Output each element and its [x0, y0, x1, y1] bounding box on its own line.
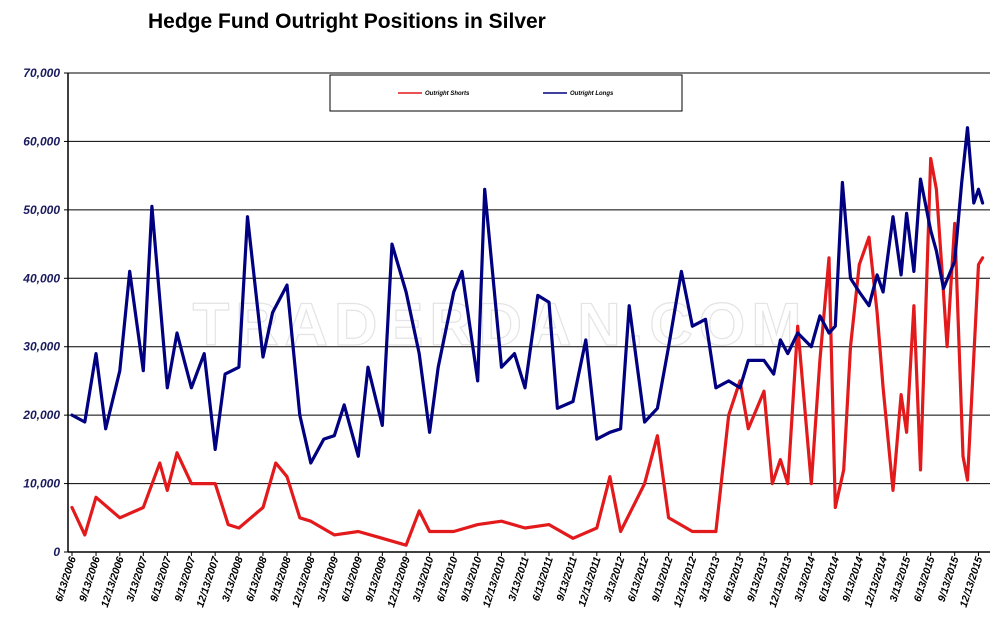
x-tick-label: 12/13/2014: [862, 555, 890, 609]
x-tick-label: 3/13/2009: [315, 555, 341, 603]
x-tick-label: 12/13/2012: [672, 555, 700, 609]
y-tick-label: 50,000: [23, 203, 60, 217]
x-tick-label: 12/13/2009: [385, 555, 413, 609]
legend-label-shorts: Outright Shorts: [425, 91, 470, 97]
x-tick-label: 6/13/2008: [244, 555, 270, 603]
x-tick-label: 3/13/2015: [888, 555, 914, 603]
x-tick-label: 12/13/2010: [481, 555, 509, 609]
x-tick-label: 6/13/2015: [912, 555, 938, 603]
y-tick-label: 70,000: [23, 66, 60, 80]
x-tick-label: 3/13/2013: [697, 555, 723, 603]
x-tick-label: 6/13/2012: [626, 555, 652, 603]
x-tick-label: 12/13/2006: [99, 555, 127, 609]
legend: Outright Shorts Outright Longs: [329, 74, 683, 112]
x-tick-label: 3/13/2007: [124, 554, 150, 603]
x-tick-label: 6/13/2009: [339, 555, 365, 603]
chart-title: Hedge Fund Outright Positions in Silver: [148, 10, 546, 33]
y-tick-label: 0: [53, 545, 60, 559]
x-tick-label: 6/13/2006: [53, 555, 79, 603]
x-tick-label: 3/13/2012: [602, 555, 628, 603]
x-tick-label: 12/13/2015: [958, 555, 986, 609]
y-tick-label: 60,000: [23, 134, 60, 148]
x-tick-label: 12/13/2013: [767, 555, 795, 609]
y-axis-ticks: 0 10,000 20,000 30,000 40,000 50,000 60,000 70,…: [22, 66, 68, 559]
x-tick-label: 6/13/2010: [435, 555, 461, 603]
x-tick-label: 6/13/2013: [721, 555, 747, 603]
x-tick-label: 9/13/2010: [459, 555, 485, 603]
x-tick-label: 9/13/2007: [172, 554, 198, 603]
x-tick-label: 3/13/2011: [506, 555, 532, 603]
legend-box: [329, 74, 683, 112]
x-tick-label: 9/13/2014: [840, 555, 866, 603]
x-tick-label: 9/13/2006: [77, 555, 103, 603]
plot-frame: [67, 73, 990, 553]
x-tick-label: 6/13/2007: [148, 554, 174, 603]
y-tick-label: 10,000: [23, 477, 60, 491]
x-tick-label: 6/13/2011: [530, 555, 556, 603]
x-tick-label: 9/13/2015: [936, 555, 962, 603]
x-tick-label: 6/13/2014: [816, 555, 842, 603]
x-tick-label: 3/13/2014: [792, 555, 818, 603]
series-layer: [70, 126, 985, 547]
x-tick-label: 12/13/2011: [576, 555, 603, 608]
legend-label-longs: Outright Longs: [570, 91, 614, 97]
y-tick-label: 40,000: [22, 271, 60, 285]
x-tick-label: 3/13/2010: [411, 555, 437, 603]
x-tick-label: 9/13/2012: [650, 555, 676, 603]
x-tick-label: 12/13/2008: [290, 555, 318, 609]
x-axis-ticks: 6/13/20069/13/200612/13/20063/13/20076/1…: [53, 552, 985, 609]
x-tick-label: 9/13/2009: [363, 555, 389, 603]
x-tick-label: 9/13/2013: [745, 555, 771, 603]
x-tick-label: 9/13/2011: [554, 555, 580, 603]
x-tick-label: 12/13/2007: [194, 554, 222, 609]
x-tick-label: 9/13/2008: [268, 555, 294, 603]
y-tick-label: 30,000: [23, 340, 60, 354]
y-tick-label: 20,000: [22, 408, 60, 422]
x-tick-label: 3/13/2008: [220, 555, 246, 603]
